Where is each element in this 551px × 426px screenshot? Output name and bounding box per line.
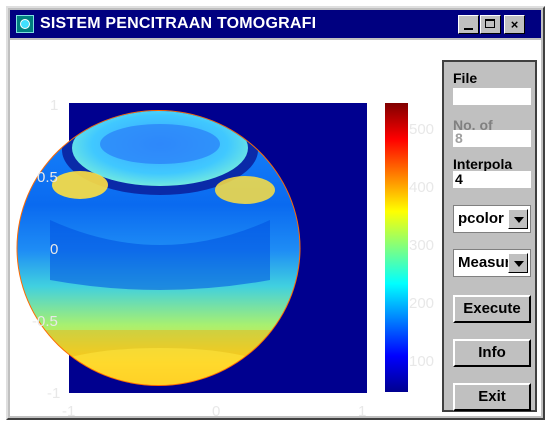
control-panel: File No. of 8 Interpola 4 pcolor Measure… bbox=[442, 60, 537, 412]
matlab-figure-icon[interactable] bbox=[16, 15, 34, 33]
tomography-plot: -1 0 1 1 0.5 0 -0.5 -1 500 400 300 200 1… bbox=[16, 97, 434, 416]
x-tick-label: 1 bbox=[358, 403, 366, 416]
num-projections-field[interactable]: 8 bbox=[453, 130, 531, 147]
chevron-down-icon[interactable] bbox=[508, 209, 528, 229]
minimize-button[interactable] bbox=[458, 15, 479, 34]
colorbar bbox=[385, 103, 408, 392]
interpolation-label: Interpola bbox=[453, 156, 513, 172]
chevron-down-icon[interactable] bbox=[508, 253, 528, 273]
title-bar[interactable]: SISTEM PENCITRAAN TOMOGRAFI × bbox=[10, 10, 541, 38]
y-tick-label: -1 bbox=[47, 385, 60, 402]
plot-type-dropdown[interactable]: pcolor bbox=[453, 205, 531, 233]
data-source-value: Measure bbox=[458, 254, 519, 271]
y-tick-label: 1 bbox=[50, 97, 58, 114]
x-tick-label: 0 bbox=[212, 403, 220, 416]
window-title: SISTEM PENCITRAAN TOMOGRAFI bbox=[40, 15, 317, 32]
colorbar-tick-label: 400 bbox=[409, 179, 434, 196]
close-button[interactable]: × bbox=[504, 15, 525, 34]
x-tick-label: -1 bbox=[62, 403, 75, 416]
data-source-dropdown[interactable]: Measure bbox=[453, 249, 531, 277]
maximize-button[interactable] bbox=[480, 15, 501, 34]
info-button[interactable]: Info bbox=[453, 339, 531, 367]
interpolation-field[interactable]: 4 bbox=[453, 171, 531, 188]
colorbar-tick-label: 300 bbox=[409, 237, 434, 254]
file-label: File bbox=[453, 70, 478, 86]
y-tick-label: -0.5 bbox=[32, 313, 58, 330]
exit-button[interactable]: Exit bbox=[453, 383, 531, 411]
file-field[interactable] bbox=[453, 88, 531, 105]
plot-type-value: pcolor bbox=[458, 210, 504, 227]
y-tick-label: 0.5 bbox=[37, 169, 58, 186]
colorbar-tick-label: 500 bbox=[409, 121, 434, 138]
num-projections-label: No. of bbox=[453, 117, 493, 133]
y-tick-label: 0 bbox=[50, 241, 58, 258]
colorbar-tick-label: 100 bbox=[409, 353, 434, 370]
figure-area: -1 0 1 1 0.5 0 -0.5 -1 500 400 300 200 1… bbox=[10, 40, 541, 416]
colorbar-tick-label: 200 bbox=[409, 295, 434, 312]
execute-button[interactable]: Execute bbox=[453, 295, 531, 323]
app-window: SISTEM PENCITRAAN TOMOGRAFI × bbox=[6, 6, 545, 420]
